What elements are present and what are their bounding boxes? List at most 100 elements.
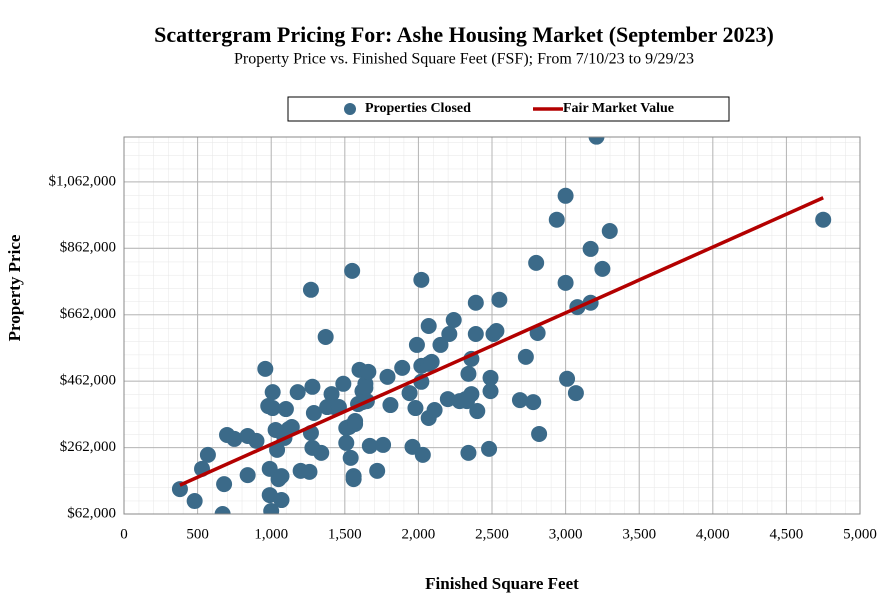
data-point	[482, 383, 499, 400]
fair-value-line	[179, 196, 824, 487]
legend-box	[287, 96, 730, 122]
data-point	[248, 432, 265, 449]
x-tick-label: 4,000	[696, 526, 730, 542]
y-tick-label: $462,000	[60, 373, 116, 389]
x-tick-label: 0	[120, 526, 128, 542]
x-tick-label: 3,500	[622, 526, 656, 542]
data-point	[186, 493, 203, 510]
data-point	[273, 492, 290, 509]
data-point	[467, 294, 484, 311]
data-point	[491, 291, 508, 308]
legend-swatch	[344, 103, 356, 115]
data-point	[361, 437, 378, 454]
data-point	[588, 137, 605, 145]
data-point	[214, 506, 231, 514]
data-point	[445, 312, 462, 329]
legend-label: Fair Market Value	[563, 101, 674, 116]
data-point	[283, 418, 300, 435]
data-point	[317, 328, 334, 345]
data-point	[460, 444, 477, 461]
data-point	[239, 467, 256, 484]
data-point	[481, 440, 498, 457]
data-point	[531, 425, 548, 442]
data-point	[414, 446, 431, 463]
data-point	[467, 325, 484, 342]
x-tick-label: 500	[186, 526, 209, 542]
x-tick-label: 1,000	[254, 526, 288, 542]
data-point	[264, 400, 281, 417]
data-point	[263, 503, 280, 514]
x-tick-label: 1,500	[328, 526, 362, 542]
x-tick-label: 2,500	[475, 526, 509, 542]
data-point	[559, 370, 576, 387]
data-point	[517, 348, 534, 365]
data-point	[394, 359, 411, 376]
data-point	[269, 441, 286, 458]
data-point	[304, 378, 321, 395]
data-point	[360, 363, 377, 380]
x-tick-label: 4,500	[770, 526, 804, 542]
x-tick-label: 2,000	[402, 526, 436, 542]
y-tick-label: $62,000	[67, 505, 116, 521]
data-point	[342, 449, 359, 466]
data-point	[226, 430, 243, 447]
data-point	[379, 368, 396, 385]
data-point	[407, 400, 424, 417]
data-point	[815, 211, 832, 228]
legend-label: Properties Closed	[365, 101, 471, 116]
data-point	[347, 412, 364, 429]
data-point	[423, 353, 440, 370]
chart-title: Scattergram Pricing For: Ashe Housing Ma…	[154, 22, 774, 47]
data-point	[548, 211, 565, 228]
data-point	[264, 384, 281, 401]
data-point	[441, 325, 458, 342]
data-point	[289, 384, 306, 401]
y-tick-label: $1,062,000	[49, 173, 117, 189]
data-point	[335, 375, 352, 392]
y-tick-label: $862,000	[60, 240, 116, 256]
data-point	[557, 274, 574, 291]
data-point	[439, 391, 456, 408]
data-point	[323, 386, 340, 403]
data-point	[302, 281, 319, 298]
data-point	[277, 401, 294, 418]
data-point	[432, 336, 449, 353]
data-point	[273, 468, 290, 485]
data-point	[426, 402, 443, 419]
x-axis-title: Finished Square Feet	[425, 574, 579, 593]
data-point	[345, 471, 362, 488]
data-point	[382, 397, 399, 414]
data-point	[594, 260, 611, 277]
data-point	[469, 403, 486, 420]
data-point	[525, 394, 542, 411]
data-point	[369, 462, 386, 479]
data-point	[313, 444, 330, 461]
data-point	[567, 385, 584, 402]
data-point	[460, 365, 477, 382]
x-tick-label: 3,000	[549, 526, 583, 542]
data-point	[301, 463, 318, 480]
data-point	[557, 187, 574, 204]
data-point	[199, 446, 216, 463]
data-point	[216, 476, 233, 493]
data-point	[511, 392, 528, 409]
x-tick-label: 5,000	[843, 526, 877, 542]
data-point	[420, 317, 437, 334]
data-point	[601, 223, 618, 240]
data-point	[463, 386, 480, 403]
data-point	[305, 405, 322, 422]
data-point	[357, 379, 374, 396]
data-point	[488, 322, 505, 339]
data-point	[344, 262, 361, 279]
y-axis-title: Property Price	[5, 234, 24, 341]
chart-subtitle: Property Price vs. Finished Square Feet …	[234, 51, 694, 68]
data-point	[257, 360, 274, 377]
plot-border	[123, 136, 861, 515]
data-point	[408, 336, 425, 353]
data-point	[401, 385, 418, 402]
y-tick-label: $662,000	[60, 306, 116, 322]
data-point	[375, 436, 392, 453]
data-point	[338, 434, 355, 451]
data-point	[413, 271, 430, 288]
